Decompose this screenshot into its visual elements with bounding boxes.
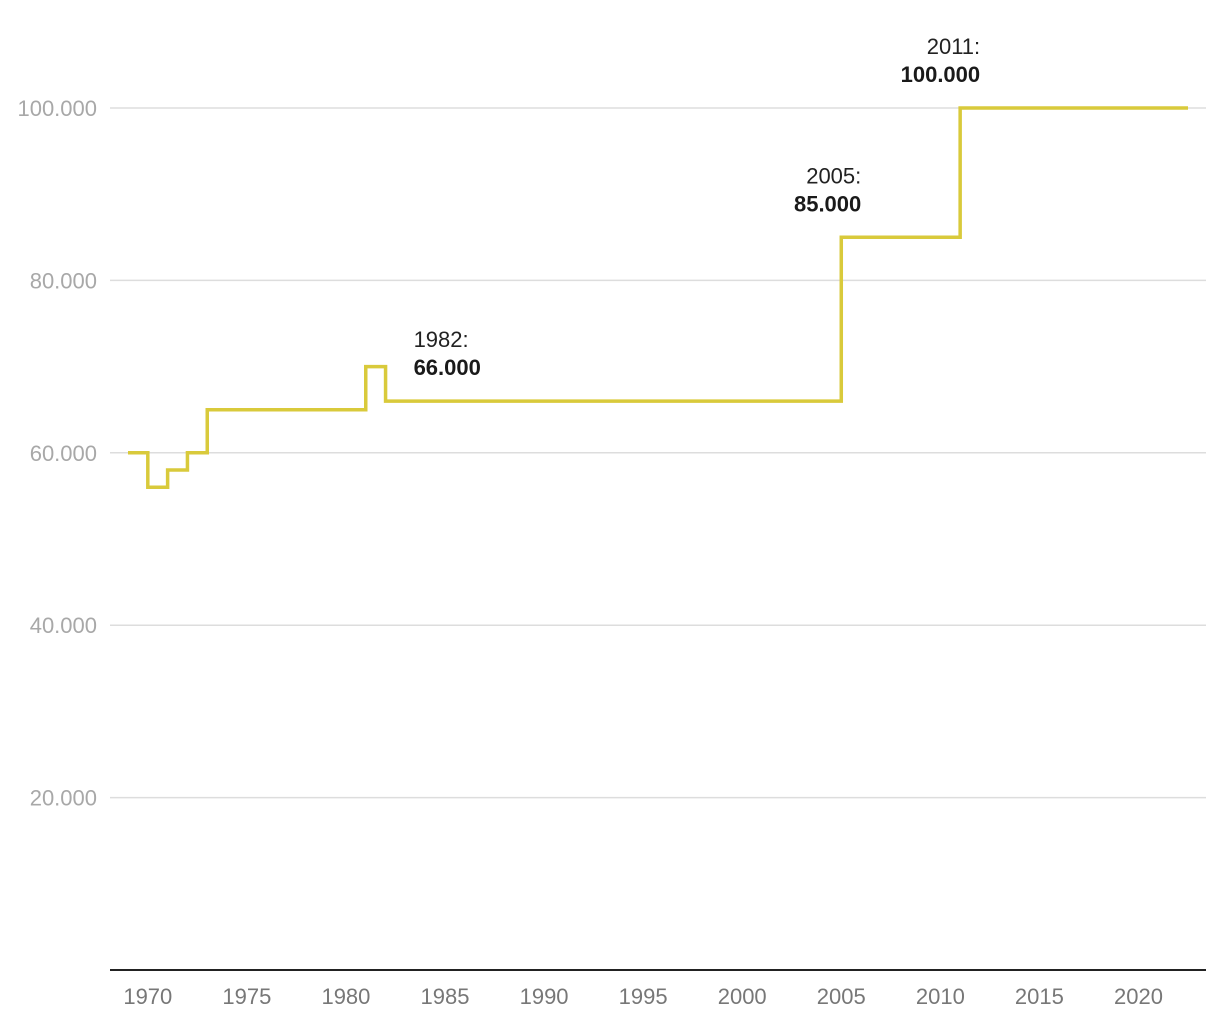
x-tick-label: 2010 (916, 984, 965, 1009)
y-tick-label: 20.000 (30, 786, 97, 811)
x-tick-label: 2000 (718, 984, 767, 1009)
x-tick-label: 1970 (123, 984, 172, 1009)
y-tick-label: 80.000 (30, 268, 97, 293)
annotation-value: 100.000 (901, 62, 981, 87)
x-tick-label: 1980 (321, 984, 370, 1009)
annotation-value: 66.000 (414, 355, 481, 380)
x-axis-ticks: 1970 1975 1980 1985 1990 1995 2000 2005 2010 2015… (123, 984, 1163, 1009)
x-tick-label: 1990 (520, 984, 569, 1009)
annotations: 1982: 66.000 2005: 85.000 2011: 100.000 (414, 34, 981, 380)
annotation-year: 1982: (414, 327, 469, 352)
x-tick-label: 1995 (619, 984, 668, 1009)
y-tick-label: 100.000 (17, 96, 97, 121)
annotation: 1982: 66.000 (414, 327, 481, 380)
x-tick-label: 1985 (421, 984, 470, 1009)
annotation-value: 85.000 (794, 191, 861, 216)
step-line-series (128, 106, 1188, 490)
annotation-year: 2011: (927, 34, 980, 59)
y-tick-label: 60.000 (30, 441, 97, 466)
annotation: 2005: 85.000 (794, 163, 861, 216)
x-tick-label: 2015 (1015, 984, 1064, 1009)
series-layer (128, 106, 1188, 490)
annotation-year: 2005: (806, 163, 861, 188)
gridlines (110, 107, 1206, 799)
y-axis-ticks: 20.000 40.000 60.000 80.000 100.000 (17, 96, 97, 811)
y-tick-label: 40.000 (30, 613, 97, 638)
x-tick-label: 2005 (817, 984, 866, 1009)
annotation: 2011: 100.000 (901, 34, 981, 87)
x-tick-label: 2020 (1114, 984, 1163, 1009)
x-tick-label: 1975 (222, 984, 271, 1009)
